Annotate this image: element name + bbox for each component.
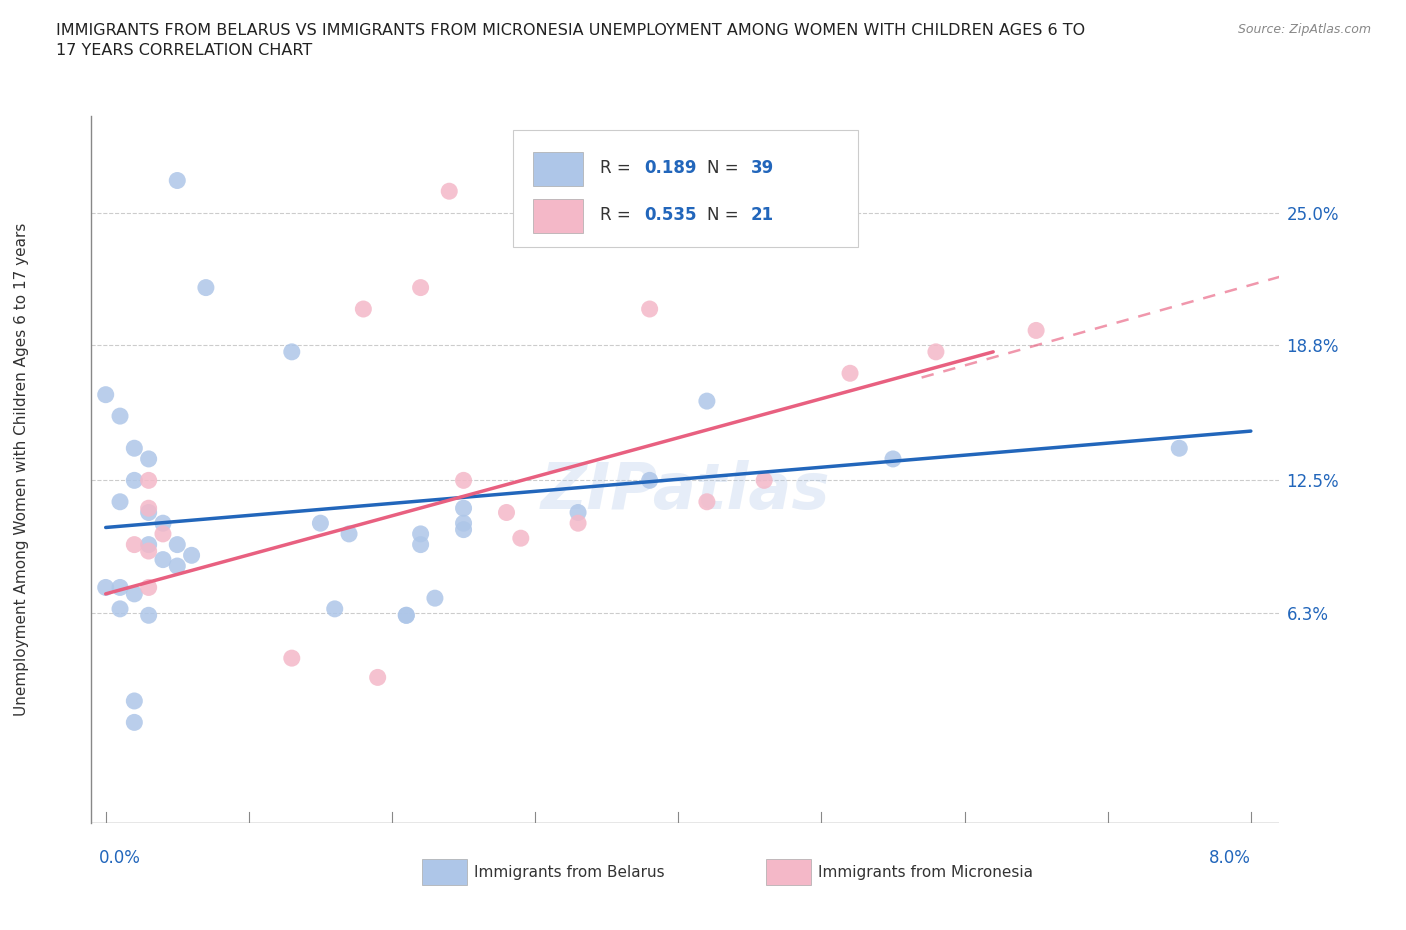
Text: IMMIGRANTS FROM BELARUS VS IMMIGRANTS FROM MICRONESIA UNEMPLOYMENT AMONG WOMEN W: IMMIGRANTS FROM BELARUS VS IMMIGRANTS FR… (56, 23, 1085, 58)
Point (124, 587, 146, 602)
Point (166, 173, 188, 188)
Point (108, 408, 131, 423)
Text: N =: N = (707, 159, 744, 177)
Point (1025, 323, 1047, 338)
Point (194, 280, 217, 295)
Point (1168, 441, 1191, 456)
Point (439, 184, 461, 199)
Point (453, 522, 475, 537)
Point (925, 344, 948, 359)
Point (152, 526, 174, 541)
Point (124, 715, 146, 730)
Point (138, 473, 160, 488)
Point (752, 473, 775, 488)
Point (638, 473, 661, 488)
Point (337, 526, 360, 541)
Point (409, 526, 432, 541)
Point (166, 538, 188, 552)
Point (138, 505, 160, 520)
Point (839, 365, 862, 380)
Text: 39: 39 (751, 159, 775, 177)
Point (309, 516, 332, 531)
Point (638, 301, 661, 316)
Point (108, 580, 131, 595)
Point (94, 580, 117, 595)
Point (152, 552, 174, 567)
Point (138, 451, 160, 466)
Point (138, 608, 160, 623)
Point (138, 538, 160, 552)
Point (180, 548, 202, 563)
Point (138, 500, 160, 515)
Text: Unemployment Among Women with Children Ages 6 to 17 years: Unemployment Among Women with Children A… (14, 223, 28, 716)
Point (94, 387, 117, 402)
Point (138, 544, 160, 559)
Point (108, 495, 131, 510)
Point (281, 344, 304, 359)
Point (281, 651, 304, 666)
Point (696, 393, 718, 408)
Text: Source: ZipAtlas.com: Source: ZipAtlas.com (1237, 23, 1371, 36)
Point (124, 694, 146, 709)
Text: N =: N = (707, 206, 744, 224)
FancyBboxPatch shape (533, 152, 583, 186)
FancyBboxPatch shape (513, 130, 858, 247)
Point (696, 495, 718, 510)
Point (395, 608, 418, 623)
Point (409, 280, 432, 295)
Text: 21: 21 (751, 206, 773, 224)
Point (395, 608, 418, 623)
Point (166, 559, 188, 574)
Point (124, 538, 146, 552)
Point (453, 516, 475, 531)
Text: R =: R = (600, 206, 636, 224)
Point (509, 531, 531, 546)
Point (138, 580, 160, 595)
Point (124, 473, 146, 488)
Point (567, 505, 589, 520)
Point (423, 591, 446, 605)
Point (152, 516, 174, 531)
Point (453, 473, 475, 488)
Text: 0.189: 0.189 (644, 159, 696, 177)
Text: 0.0%: 0.0% (98, 849, 141, 867)
Point (323, 602, 346, 617)
Text: 8.0%: 8.0% (1209, 849, 1251, 867)
Point (367, 670, 389, 684)
Text: Immigrants from Micronesia: Immigrants from Micronesia (818, 865, 1033, 880)
Text: Immigrants from Belarus: Immigrants from Belarus (474, 865, 665, 880)
Point (495, 505, 517, 520)
Point (453, 500, 475, 515)
Point (409, 538, 432, 552)
Text: R =: R = (600, 159, 636, 177)
Text: ZIPatlas: ZIPatlas (541, 459, 830, 522)
Point (108, 602, 131, 617)
Text: 0.535: 0.535 (644, 206, 696, 224)
Point (352, 301, 374, 316)
Point (124, 441, 146, 456)
FancyBboxPatch shape (533, 199, 583, 232)
Point (567, 516, 589, 531)
Point (882, 451, 904, 466)
